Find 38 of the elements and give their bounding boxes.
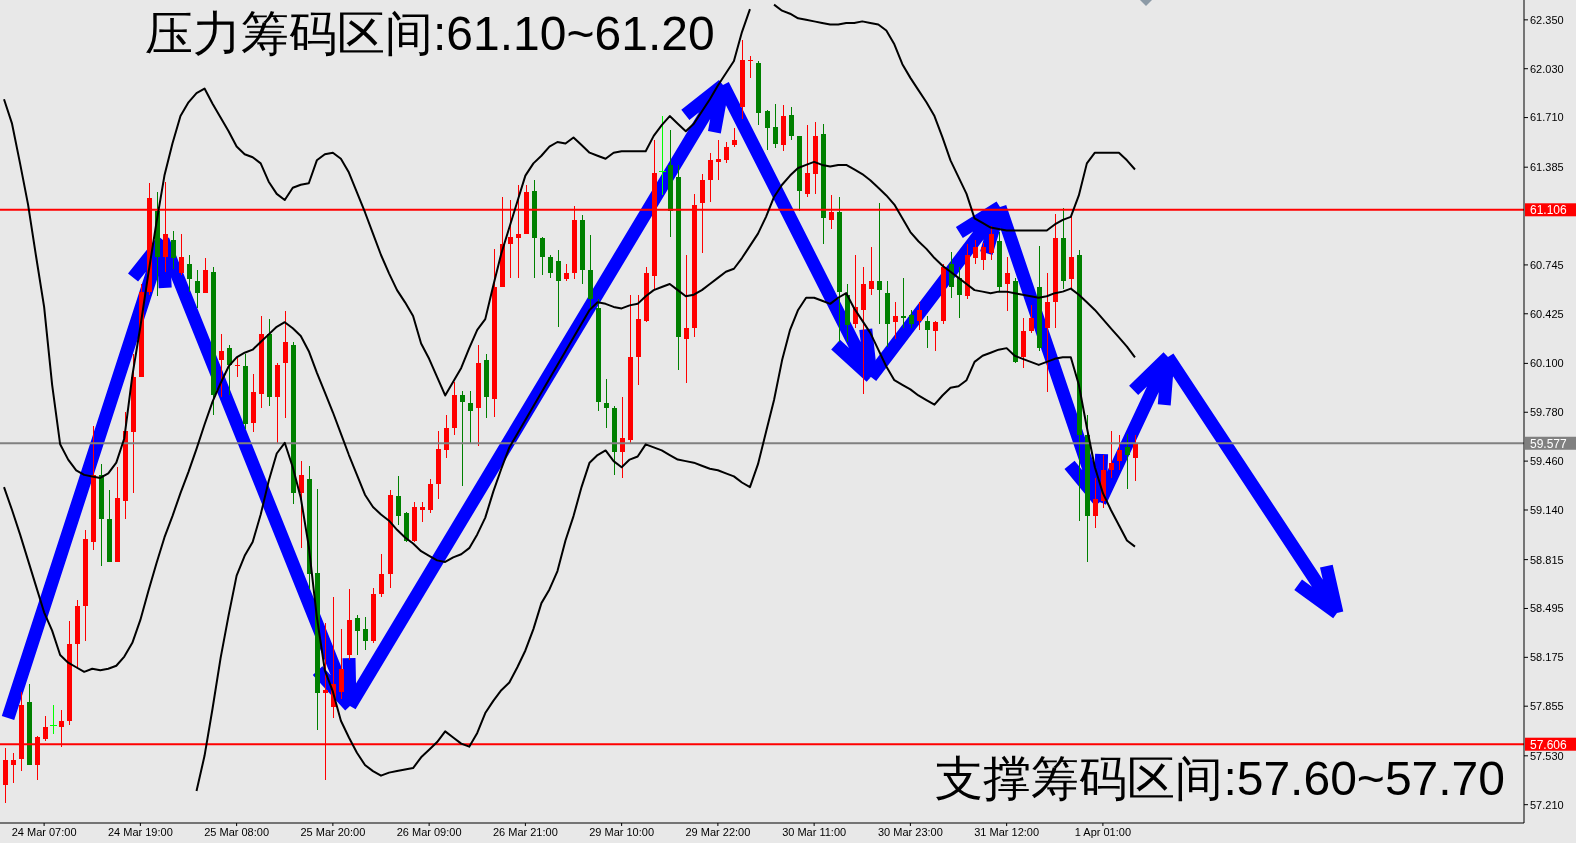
ref-line-label: 57.606 (1530, 737, 1568, 752)
ref-line-label: 61.106 (1530, 203, 1568, 218)
y-tick-label: 62.030 (1530, 62, 1564, 75)
x-tick-label: 25 Mar 08:00 (204, 825, 270, 838)
y-tick-label: 57.530 (1530, 749, 1564, 762)
candlestick (235, 357, 240, 377)
x-tick-label: 24 Mar 19:00 (107, 825, 173, 838)
y-tick-label: 61.710 (1530, 111, 1564, 124)
x-tick-label: 29 Mar 10:00 (589, 825, 655, 838)
y-tick-label: 59.140 (1530, 503, 1564, 516)
y-tick-label: 58.175 (1530, 651, 1564, 664)
ref-line-label: 59.577 (1530, 436, 1568, 451)
y-tick-label: 61.385 (1530, 161, 1564, 174)
x-tick-label: 26 Mar 21:00 (492, 825, 558, 838)
y-tick-label: 60.425 (1530, 307, 1564, 320)
x-tick-label: 29 Mar 22:00 (685, 825, 751, 838)
x-tick-label: 30 Mar 11:00 (782, 825, 847, 838)
candlestick (50, 705, 57, 734)
x-tick-label: 31 Mar 12:00 (974, 825, 1040, 838)
y-tick-label: 57.855 (1530, 700, 1564, 713)
y-tick-label: 60.100 (1530, 357, 1564, 370)
x-tick-label: 25 Mar 20:00 (300, 825, 366, 838)
y-tick-label: 57.210 (1530, 798, 1564, 811)
y-tick-label: 58.815 (1530, 553, 1564, 566)
y-tick-label: 59.780 (1530, 406, 1564, 419)
candlestick (901, 278, 906, 328)
line-series (3, 160, 1136, 673)
y-tick-label: 60.745 (1530, 258, 1564, 271)
candlestick (659, 116, 666, 195)
y-tick-label: 59.460 (1530, 455, 1564, 468)
annotation: 压力筹码区间:61.10~61.20 (145, 7, 715, 61)
x-tick-label: 26 Mar 09:00 (396, 825, 462, 838)
annotation: 支撑筹码区间:57.60~57.70 (935, 752, 1505, 806)
y-tick-label: 62.350 (1530, 13, 1564, 26)
x-tick-label: 1 Apr 01:00 (1074, 825, 1132, 838)
x-tick-label: 24 Mar 07:00 (11, 825, 77, 838)
x-tick-label: 30 Mar 23:00 (877, 825, 943, 838)
y-tick-label: 58.495 (1530, 602, 1564, 615)
